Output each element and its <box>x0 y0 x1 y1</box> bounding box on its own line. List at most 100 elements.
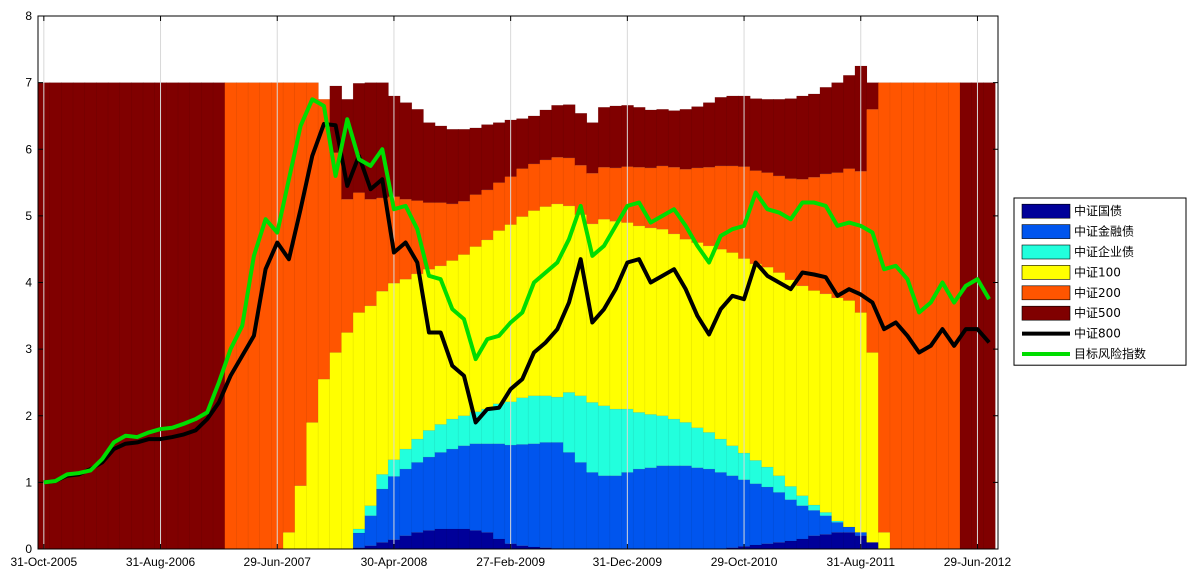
bar-segment-5 <box>492 122 506 183</box>
bar-segment-3 <box>866 352 879 543</box>
bar-segment-5 <box>656 109 669 167</box>
bar-segment-0 <box>492 538 506 550</box>
x-tick-label: 27-Feb-2009 <box>476 555 545 569</box>
bar-segment-5 <box>819 87 833 175</box>
bar-segment-5 <box>189 82 203 550</box>
bar-segment-1 <box>609 475 623 550</box>
bar-segment-1 <box>679 465 693 550</box>
bar-segment-5 <box>562 104 576 159</box>
bar-segment-3 <box>843 300 856 528</box>
bar-segment-4 <box>843 168 856 301</box>
legend-label: 中证企业债 <box>1074 244 1134 259</box>
x-tick-labels: 31-Oct-2005 31-Aug-2006 29-Jun-2007 30-Apr-… <box>10 555 1011 569</box>
bar-segment-2 <box>422 430 436 458</box>
bar-segment-4 <box>457 200 471 255</box>
bar-segment-2 <box>364 505 378 516</box>
bar-segment-4 <box>539 159 553 207</box>
bar-segment-5 <box>399 102 413 200</box>
x-tick-label: 31-Aug-2011 <box>827 555 896 569</box>
bar-segment-4 <box>936 82 949 550</box>
bar-segment-2 <box>749 460 763 484</box>
bar-segment-5 <box>667 110 681 168</box>
x-tick-label: 31-Dec-2009 <box>593 555 663 569</box>
bar-segment-3 <box>702 245 716 433</box>
bar-segment-3 <box>796 285 809 496</box>
bar-segment-4 <box>352 192 366 313</box>
bar-segment-5 <box>807 93 821 178</box>
bar-segment-4 <box>259 82 273 550</box>
bar-segment-2 <box>446 418 459 450</box>
bar-segment-3 <box>539 206 553 397</box>
bar-segment-3 <box>644 227 658 415</box>
bar-segment-3 <box>469 246 483 412</box>
bar-segment-2 <box>632 412 646 470</box>
legend-swatch <box>1021 265 1071 280</box>
bar-segment-2 <box>434 424 448 453</box>
bar-segment-1 <box>551 442 564 550</box>
bar-segment-3 <box>306 422 319 550</box>
bar-segment-5 <box>527 115 541 165</box>
bar-segment-4 <box>924 82 938 550</box>
bar-segment-5 <box>551 105 564 158</box>
bar-segment-4 <box>667 166 681 235</box>
legend-swatch <box>1021 224 1071 239</box>
bar-segment-3 <box>364 305 378 506</box>
bar-segment-5 <box>96 82 109 550</box>
bar-segment-0 <box>831 532 844 550</box>
bar-segment-0 <box>481 532 494 550</box>
bar-segment-3 <box>679 238 693 423</box>
bar-segment-5 <box>609 105 623 169</box>
bar-segment-5 <box>72 82 86 550</box>
x-tick-label: 31-Oct-2005 <box>10 555 77 569</box>
bar-segment-1 <box>527 443 541 548</box>
bar-segment-2 <box>691 427 704 468</box>
bar-segment-3 <box>282 532 296 550</box>
bar-segment-3 <box>376 290 389 475</box>
bar-segment-2 <box>656 415 669 466</box>
bar-segment-3 <box>399 278 413 450</box>
bar-segment-1 <box>691 467 704 550</box>
bar-segment-4 <box>691 167 704 243</box>
legend-swatch <box>1021 203 1071 219</box>
y-tick-label: 4 <box>25 276 32 290</box>
x-tick-label: 29-Oct-2010 <box>711 555 778 569</box>
bar-segment-2 <box>702 432 716 470</box>
bar-segment-4 <box>586 172 599 225</box>
bar-segment-1 <box>481 443 494 533</box>
bar-segment-5 <box>983 82 996 550</box>
bar-segment-5 <box>679 109 693 170</box>
bar-segment-4 <box>469 194 483 247</box>
bar-segment-4 <box>726 165 739 253</box>
bar-segment-1 <box>364 515 378 546</box>
bar-segment-3 <box>446 260 459 420</box>
bar-segment-3 <box>352 312 366 530</box>
bar-segment-5 <box>702 102 716 168</box>
bar-segment-0 <box>446 528 459 550</box>
y-tick-labels: 0 1 2 3 4 5 6 7 8 <box>25 9 32 556</box>
bar-segment-0 <box>434 528 448 550</box>
bar-segment-4 <box>878 82 891 533</box>
y-tick-label: 0 <box>25 542 32 556</box>
bar-segment-2 <box>376 474 389 490</box>
x-tick-label: 29-Jun-2012 <box>944 555 1012 569</box>
bar-segment-5 <box>772 99 786 177</box>
bar-segment-0 <box>422 530 436 550</box>
bar-segment-1 <box>807 510 821 536</box>
bar-segment-4 <box>609 167 623 222</box>
bar-segment-4 <box>784 178 798 281</box>
bar-segment-1 <box>539 442 553 548</box>
bar-segment-0 <box>411 532 424 550</box>
bar-segment-1 <box>469 443 483 531</box>
bar-segment-3 <box>481 239 494 410</box>
bar-segment-2 <box>807 504 821 511</box>
y-tick-label: 3 <box>25 342 32 356</box>
bar-segment-4 <box>597 166 611 220</box>
bar-segment-4 <box>562 157 576 207</box>
bar-segment-4 <box>913 82 926 550</box>
bar-segment-2 <box>457 415 471 446</box>
bar-segment-1 <box>574 462 588 550</box>
bar-segment-2 <box>667 418 681 466</box>
bar-segment-4 <box>446 203 459 261</box>
bar-segment-1 <box>516 444 529 546</box>
bar-segment-0 <box>399 535 413 550</box>
